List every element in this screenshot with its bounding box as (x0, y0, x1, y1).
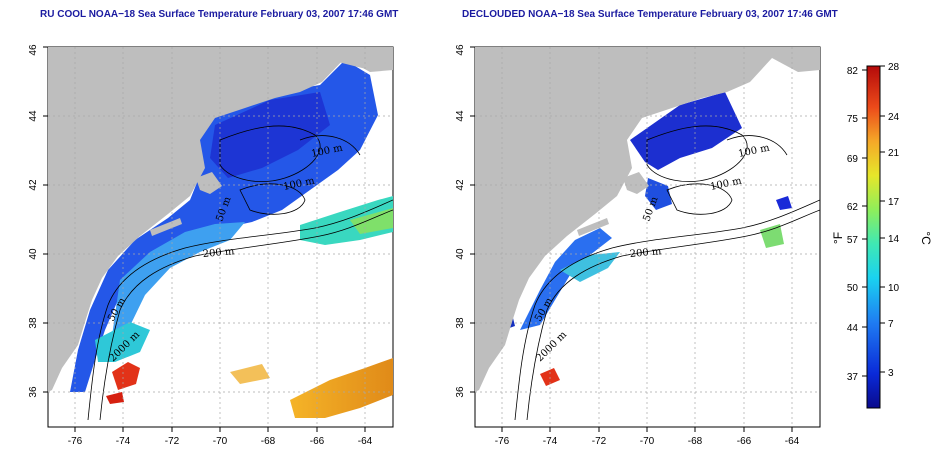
left-sst-gulf-stream-core (112, 362, 140, 390)
left-axis-ticks (43, 46, 366, 432)
left-land-cape-cod (196, 172, 222, 194)
colorbar-c-tick: 24 (888, 112, 900, 123)
colorbar-f-tick: 69 (847, 154, 859, 165)
right-land-cape-cod (623, 172, 649, 194)
left-sst-gulf-stream-edge (300, 196, 393, 245)
left-lat-tick: 38 (28, 317, 39, 329)
left-lon-tick: -68 (261, 436, 276, 447)
right-lon-tick: -74 (543, 436, 558, 447)
colorbar-c-tick: 28 (888, 62, 900, 73)
left-map: 100 m 100 m 50 m 200 m 50 m 2000 m -76 -… (28, 44, 394, 447)
right-lat-tick: 46 (455, 44, 466, 56)
right-lat-tick: 44 (455, 110, 466, 122)
colorbar-f-tick: 37 (847, 372, 859, 383)
colorbar-f-tick: 75 (847, 114, 859, 125)
colorbar-f-tick: 62 (847, 202, 859, 213)
left-lon-tick: -76 (68, 436, 83, 447)
right-sst-east-green (760, 224, 784, 248)
colorbar-f-tick: 44 (847, 323, 859, 334)
colorbar-f-tick: 57 (847, 235, 859, 246)
right-sst-mid-shelf (560, 252, 620, 282)
right-land-mainland (475, 47, 820, 392)
colorbar-c-unit: °C (919, 231, 933, 245)
right-lat-tick: 36 (455, 386, 466, 398)
colorbar-c-tick: 10 (888, 283, 900, 294)
right-lon-tick: -72 (592, 436, 607, 447)
right-lon-tick: -70 (640, 436, 655, 447)
left-lat-tick: 36 (28, 386, 39, 398)
left-sst-warm-speck (106, 392, 124, 404)
colorbar-c-tick: 7 (888, 319, 894, 330)
colorbar-f-unit: °F (831, 232, 845, 244)
left-lat-tick: 42 (28, 179, 39, 191)
right-lon-tick: -64 (785, 436, 800, 447)
right-land-long-island (577, 218, 609, 236)
left-sst-warm-mid (230, 364, 270, 384)
left-lat-tick: 46 (28, 44, 39, 56)
left-lon-tick: -72 (165, 436, 180, 447)
colorbar-c-tick: 3 (888, 368, 894, 379)
left-sst-shelf-water (210, 92, 330, 178)
left-grid (48, 47, 393, 427)
colorbar-f-tick: 50 (847, 283, 859, 294)
right-sst-nearshore (520, 228, 612, 330)
left-lat-tick: 40 (28, 248, 39, 260)
colorbar-c-tick: 21 (888, 148, 900, 159)
right-map: 100 m 100 m 50 m 200 m 50 m 2000 m -76 -… (455, 44, 821, 447)
colorbar-ticks (862, 65, 885, 377)
left-lon-tick: -64 (358, 436, 373, 447)
left-bathymetry-contours (87, 125, 393, 421)
right-lon-tick: -76 (495, 436, 510, 447)
right-lat-tick: 38 (455, 317, 466, 329)
right-sst-shelf-water (630, 92, 742, 170)
left-land-long-island (150, 218, 182, 236)
left-sst-warm-east (290, 358, 393, 418)
left-land-mainland (48, 47, 393, 392)
right-lon-tick: -66 (737, 436, 752, 447)
right-lat-tick: 40 (455, 248, 466, 260)
right-sst-george-bank (645, 178, 672, 210)
right-grid (475, 47, 820, 427)
right-lat-tick: 42 (455, 179, 466, 191)
colorbar-f-tick: 82 (847, 66, 859, 77)
left-sst-south-teal (95, 322, 150, 362)
left-contour-label: 200 m (202, 246, 235, 260)
right-sst-east-blob (776, 196, 792, 210)
right-contour-label: 200 m (629, 246, 662, 260)
right-bathymetry-contours (514, 125, 820, 421)
colorbar-c-tick: 17 (888, 197, 900, 208)
left-map-title: RU COOL NOAA−18 Sea Surface Temperature … (40, 9, 399, 20)
left-lon-tick: -74 (116, 436, 131, 447)
left-lon-tick: -70 (213, 436, 228, 447)
left-land-nova-scotia (330, 47, 393, 70)
left-lon-tick: -66 (310, 436, 325, 447)
right-lon-tick: -68 (688, 436, 703, 447)
temperature-colorbar: 82 75 69 62 57 50 44 37 28 24 21 17 14 1… (831, 62, 933, 409)
colorbar-gradient (866, 65, 881, 409)
colorbar-c-tick: 14 (888, 234, 900, 245)
right-map-title: DECLOUDED NOAA−18 Sea Surface Temperatur… (462, 9, 838, 20)
left-lat-tick: 44 (28, 110, 39, 122)
right-axis-ticks (470, 46, 793, 432)
